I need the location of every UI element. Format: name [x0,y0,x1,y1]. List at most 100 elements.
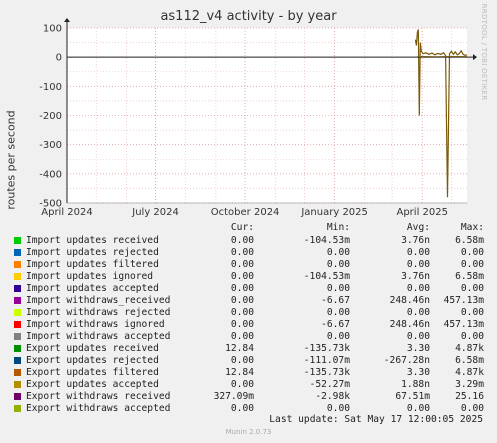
legend-item: Import withdraws rejected 0.00 0.00 0.00 0.0… [14,307,484,319]
legend-item-max: 25.16 [455,391,484,402]
legend-item-avg: 0.00 [406,259,430,270]
legend-item-min: 0.00 [326,307,350,318]
legend-swatch [14,309,21,316]
legend-item-avg: 0.00 [406,307,430,318]
legend-swatch [14,393,21,400]
legend-item-avg: 0.00 [406,247,430,258]
x-tick-label: January 2025 [300,207,368,218]
y-tick-label: 0 [56,53,62,64]
legend-item-name: Import withdraws accepted [26,331,171,342]
legend-item: Import updates filtered 0.00 0.00 0.00 0.00 [14,259,484,271]
legend-item-max: 6.58m [455,355,484,366]
legend-item-name: Export withdraws accepted [26,403,171,414]
legend-item-avg: -267.28n [383,355,430,366]
legend-item-cur: 0.00 [230,295,254,306]
x-axis-arrow [473,54,477,61]
legend-item: Import updates accepted 0.00 0.00 0.00 0.00 [14,283,484,295]
legend-item-min: -135.73k [303,343,350,354]
x-tick-label: July 2024 [131,207,179,218]
x-tick-label: April 2025 [396,207,447,218]
legend-item: Import withdraws ignored 0.00 -6.67 248.46n… [14,319,484,331]
legend-header-min: Min: [326,222,350,233]
y-tick-label: 100 [43,24,62,35]
legend-swatch [14,345,21,352]
legend-item-name: Export withdraws received [26,391,171,402]
legend-item-cur: 327.09m [213,391,254,402]
legend-item-name: Import withdraws_received [26,295,171,306]
legend-swatch [14,237,21,244]
y-tick-label: -500 [39,199,62,210]
series-line [414,29,468,198]
legend-item: Import updates received 0.00 -104.53m 3.76n… [14,235,484,247]
legend-swatch [14,357,21,364]
legend-item-min: -6.67 [321,295,350,306]
legend-item-min: 0.00 [326,283,350,294]
legend-item-min: -111.07m [303,355,350,366]
legend-item-max: 6.58m [455,235,484,246]
legend-item-avg: 3.30 [406,367,430,378]
legend-item-avg: 3.76n [401,271,430,282]
legend-item-max: 457.13m [443,319,484,330]
y-tick-label: -400 [39,169,62,180]
legend-swatch [14,321,21,328]
x-tick-label: April 2024 [41,207,92,218]
legend-item-max: 3.29m [455,379,484,390]
legend-item-name: Import updates accepted [26,283,159,294]
legend-item-max: 0.00 [460,283,484,294]
legend-item-avg: 67.51m [395,391,430,402]
legend-item: Import withdraws accepted 0.00 0.00 0.00 0.0… [14,331,484,343]
legend-item-min: 0.00 [326,259,350,270]
legend: Cur: Min: Avg: Max: Import updates recei… [14,222,484,415]
legend-item-name: Import withdraws rejected [26,307,171,318]
legend-item-min: 0.00 [326,247,350,258]
y-tick-label: -200 [39,111,62,122]
legend-swatch [14,333,21,340]
legend-item-avg: 248.46n [389,295,430,306]
legend-item-min: -104.53m [303,271,350,282]
legend-item-name: Import withdraws ignored [26,319,165,330]
legend-item-avg: 0.00 [406,331,430,342]
legend-item-cur: 0.00 [230,235,254,246]
legend-item-cur: 0.00 [230,283,254,294]
legend-item: Export updates filtered 12.84 -135.73k 3.30… [14,367,484,379]
legend-item-cur: 12.84 [225,343,254,354]
legend-swatch [14,285,21,292]
legend-item-max: 0.00 [460,307,484,318]
legend-item: Import withdraws_received 0.00 -6.67 248.46… [14,295,484,307]
legend-swatch [14,405,21,412]
legend-item-min: -6.67 [321,319,350,330]
legend-item-min: -52.27m [309,379,350,390]
legend-item: Export withdraws accepted 0.00 0.00 0.00 0.0… [14,403,484,415]
legend-swatch [14,369,21,376]
legend-item-name: Import updates ignored [26,271,154,282]
legend-swatch [14,261,21,268]
legend-item-avg: 248.46n [389,319,430,330]
legend-swatch [14,249,21,256]
y-axis-arrow [64,18,70,22]
x-tick-label: October 2024 [211,207,280,218]
legend-item-cur: 0.00 [230,271,254,282]
legend-item-avg: 0.00 [406,283,430,294]
legend-item-cur: 0.00 [230,259,254,270]
legend-item-cur: 0.00 [230,403,254,414]
legend-item-max: 4.87k [455,367,484,378]
legend-item-cur: 0.00 [230,247,254,258]
legend-item-min: 0.00 [326,403,350,414]
legend-item-cur: 0.00 [230,319,254,330]
legend-item-avg: 3.30 [406,343,430,354]
legend-item-min: 0.00 [326,331,350,342]
legend-item: Import updates ignored 0.00 -104.53m 3.76n 6… [14,271,484,283]
munin-version: Munin 2.0.73 [225,428,272,436]
legend-item-cur: 0.00 [230,379,254,390]
legend-item-cur: 0.00 [230,307,254,318]
legend-item-max: 0.00 [460,259,484,270]
legend-header: Cur: Min: Avg: Max: [14,222,484,235]
legend-item-max: 6.58m [455,271,484,282]
legend-item-avg: 3.76n [401,235,430,246]
legend-item-name: Import updates filtered [26,259,159,270]
legend-item-max: 0.00 [460,403,484,414]
y-tick-label: -300 [39,140,62,151]
legend-item-cur: 0.00 [230,331,254,342]
legend-item-max: 457.13m [443,295,484,306]
